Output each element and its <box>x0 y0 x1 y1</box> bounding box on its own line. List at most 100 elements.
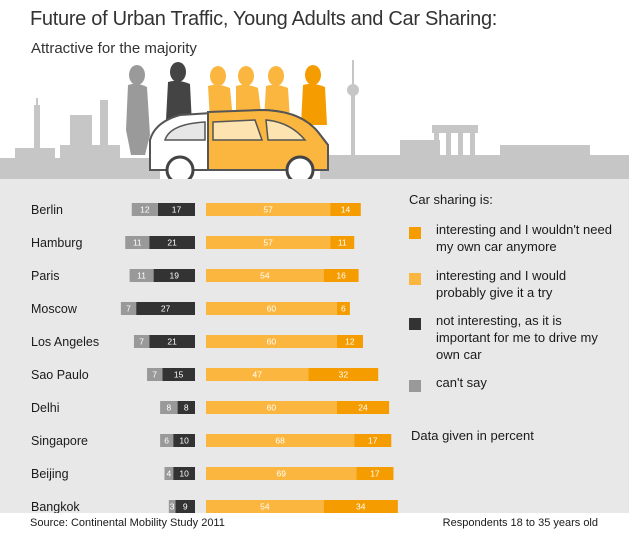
bar-cant-say <box>168 500 176 513</box>
bar-not-interesting <box>175 500 195 513</box>
chart-title: Future of Urban Traffic, Young Adults an… <box>30 8 498 30</box>
bar-cant-say <box>125 236 150 249</box>
value-label: 12 <box>345 337 355 347</box>
chart-subtitle: Attractive for the majority <box>31 40 197 57</box>
bar-give-it-a-try <box>206 236 331 249</box>
legend-label: interesting and I would probably give it… <box>436 268 567 300</box>
value-label: 16 <box>336 271 346 281</box>
value-label: 12 <box>140 205 150 215</box>
bar-cant-say <box>129 269 154 282</box>
bar-give-it-a-try <box>206 335 337 348</box>
legend-swatch <box>409 380 421 392</box>
bar-give-it-a-try <box>206 401 337 414</box>
value-label: 60 <box>267 337 277 347</box>
value-label: 14 <box>341 205 351 215</box>
category-label: Paris <box>31 269 59 283</box>
bar-not-interesting <box>173 434 195 447</box>
value-label: 10 <box>179 436 189 446</box>
value-label: 24 <box>358 403 368 413</box>
bar-no-own-car <box>354 434 392 447</box>
bar-give-it-a-try <box>206 500 324 513</box>
value-label: 11 <box>338 238 347 248</box>
bar-give-it-a-try <box>206 302 337 315</box>
value-label: 60 <box>267 403 277 413</box>
legend-title: Car sharing is: <box>409 192 493 207</box>
source-note: Source: Continental Mobility Study 2011 <box>30 517 225 529</box>
bar-cant-say <box>160 401 178 414</box>
value-label: 6 <box>341 304 346 314</box>
category-label: Hamburg <box>31 236 82 250</box>
value-label: 34 <box>356 502 366 512</box>
category-label: Berlin <box>31 203 63 217</box>
bar-not-interesting <box>136 302 195 315</box>
value-label: 9 <box>183 502 188 512</box>
bar-no-own-car <box>323 269 359 282</box>
bar-cant-say <box>131 203 158 216</box>
value-label: 17 <box>370 469 380 479</box>
value-label: 7 <box>152 370 157 380</box>
value-label: 17 <box>172 205 182 215</box>
bar-no-own-car <box>323 500 398 513</box>
bar-give-it-a-try <box>206 434 355 447</box>
value-label: 15 <box>174 370 184 380</box>
bar-no-own-car <box>336 401 390 414</box>
bar-not-interesting <box>149 335 195 348</box>
value-label: 47 <box>252 370 262 380</box>
bar-not-interesting <box>177 401 195 414</box>
bar-no-own-car <box>356 467 394 480</box>
category-label: Delhi <box>31 401 60 415</box>
legend-label: not interesting, as it is important for … <box>436 313 598 362</box>
bar-not-interesting <box>153 269 195 282</box>
bar-not-interesting <box>149 236 195 249</box>
respondents-note: Respondents 18 to 35 years old <box>442 517 598 529</box>
value-label: 4 <box>166 469 171 479</box>
value-label: 57 <box>263 205 273 215</box>
category-label: Beijing <box>31 467 69 481</box>
value-label: 11 <box>133 238 142 248</box>
bar-give-it-a-try <box>206 203 331 216</box>
bar-cant-say <box>164 467 174 480</box>
bar-cant-say <box>133 335 150 348</box>
value-label: 8 <box>166 403 171 413</box>
value-label: 7 <box>139 337 144 347</box>
legend-swatch <box>409 318 421 330</box>
bar-give-it-a-try <box>206 269 324 282</box>
value-label: 27 <box>161 304 171 314</box>
category-label: Los Angeles <box>31 335 99 349</box>
category-label: Moscow <box>31 302 78 316</box>
bar-no-own-car <box>330 236 355 249</box>
value-label: 60 <box>267 304 277 314</box>
legend-label: can't say <box>436 375 487 390</box>
legend-swatch <box>409 273 421 285</box>
bar-cant-say <box>160 434 174 447</box>
stacked-bar-chart: Berlin 57 14 17 12 Hamburg 57 11 21 11 Paris 54 16 19… <box>31 203 398 513</box>
bar-no-own-car <box>308 368 379 381</box>
value-label: 6 <box>164 436 169 446</box>
bar-cant-say <box>147 368 163 381</box>
category-label: Singapore <box>31 434 88 448</box>
bar-give-it-a-try <box>206 467 357 480</box>
category-label: Bangkok <box>31 500 80 513</box>
value-label: 54 <box>260 271 270 281</box>
bar-give-it-a-try <box>206 368 309 381</box>
data-unit-note: Data given in percent <box>411 428 534 443</box>
bar-not-interesting <box>157 203 195 216</box>
legend-swatch <box>409 227 421 239</box>
legend-label: interesting and I wouldn't need my own c… <box>436 222 612 254</box>
value-label: 21 <box>167 337 177 347</box>
bar-no-own-car <box>336 302 350 315</box>
bar-cant-say <box>120 302 137 315</box>
bar-no-own-car <box>336 335 363 348</box>
value-label: 69 <box>276 469 286 479</box>
value-label: 21 <box>167 238 177 248</box>
value-label: 57 <box>263 238 273 248</box>
value-label: 19 <box>170 271 180 281</box>
value-label: 32 <box>339 370 349 380</box>
value-label: 3 <box>170 502 175 512</box>
value-label: 54 <box>260 502 270 512</box>
bar-no-own-car <box>330 203 361 216</box>
value-label: 7 <box>126 304 131 314</box>
bar-not-interesting <box>162 368 195 381</box>
value-label: 10 <box>179 469 189 479</box>
value-label: 8 <box>184 403 189 413</box>
